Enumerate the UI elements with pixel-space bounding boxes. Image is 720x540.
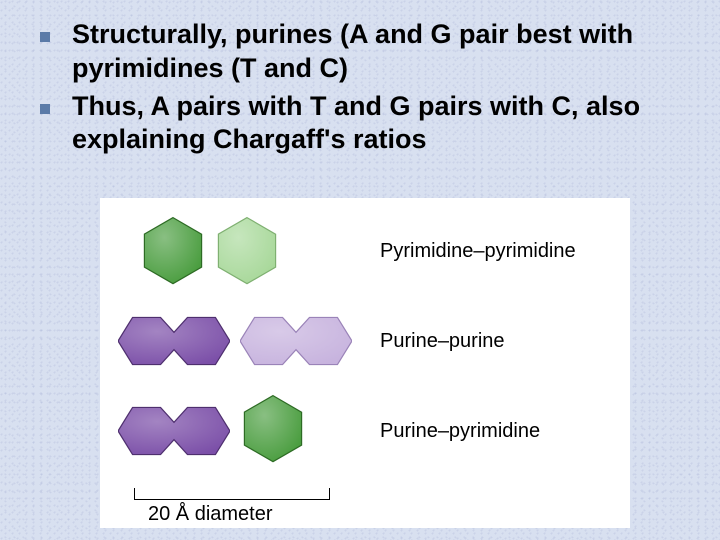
- pairing-diagram: Pyrimidine–pyrimidine Purine–purine: [100, 198, 630, 528]
- width-bracket-icon: [134, 488, 330, 500]
- row-pyrimidine-pyrimidine: Pyrimidine–pyrimidine: [100, 212, 630, 292]
- bullet-list: Structurally, purines (A and G pair best…: [0, 0, 720, 157]
- bracket-label: 20 Å diameter: [148, 503, 273, 526]
- hexagon-icon: [240, 394, 306, 468]
- bullet-marker-icon: [40, 104, 50, 114]
- bullet-item: Thus, A pairs with T and G pairs with C,…: [40, 90, 690, 158]
- row-purine-pyrimidine: Purine–pyrimidine: [100, 392, 630, 472]
- bullet-text: Structurally, purines (A and G pair best…: [72, 18, 690, 86]
- purine-icon: [118, 310, 230, 377]
- bullet-item: Structurally, purines (A and G pair best…: [40, 18, 690, 86]
- purine-icon: [118, 400, 230, 467]
- row-label: Purine–pyrimidine: [380, 420, 540, 443]
- purine-icon: [240, 310, 352, 377]
- row-label: Purine–purine: [380, 330, 505, 353]
- bullet-marker-icon: [40, 32, 50, 42]
- hexagon-icon: [140, 216, 206, 290]
- row-purine-purine: Purine–purine: [100, 302, 630, 382]
- row-label: Pyrimidine–pyrimidine: [380, 240, 576, 263]
- hexagon-icon: [214, 216, 280, 290]
- bullet-text: Thus, A pairs with T and G pairs with C,…: [72, 90, 690, 158]
